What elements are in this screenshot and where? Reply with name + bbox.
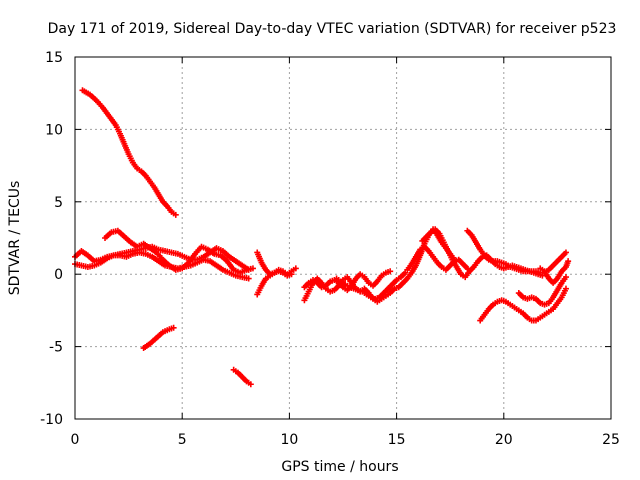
data-point bbox=[288, 271, 295, 278]
satellite-track-6 bbox=[102, 227, 256, 276]
x-axis-title: GPS time / hours bbox=[281, 459, 398, 475]
x-tick-label: 10 bbox=[280, 432, 298, 448]
data-point bbox=[292, 265, 299, 272]
data-point bbox=[172, 211, 179, 218]
satellite-track-10 bbox=[301, 268, 394, 294]
satellite-track-16 bbox=[515, 274, 569, 308]
satellite-track-1 bbox=[79, 87, 179, 218]
x-tick-label: 15 bbox=[388, 432, 406, 448]
data-points bbox=[72, 87, 572, 388]
gridlines bbox=[75, 57, 611, 419]
data-point bbox=[562, 274, 569, 281]
x-tick-label: 25 bbox=[602, 432, 620, 448]
y-tick-label: 0 bbox=[54, 267, 63, 283]
plot-frame bbox=[74, 56, 612, 420]
x-tick-label: 20 bbox=[495, 432, 513, 448]
satellite-track-11 bbox=[333, 269, 409, 302]
data-point bbox=[245, 275, 252, 282]
y-tick-label: 5 bbox=[54, 195, 63, 211]
y-axis-title: SDTVAR / TECUs bbox=[7, 181, 23, 296]
y-tick-label: 15 bbox=[45, 50, 63, 66]
satellite-track-14 bbox=[464, 227, 569, 276]
data-point bbox=[562, 285, 569, 292]
y-tick-label: -5 bbox=[49, 340, 63, 356]
satellite-track-2 bbox=[140, 324, 177, 352]
x-tick-label: 0 bbox=[71, 432, 80, 448]
satellite-track-8 bbox=[254, 268, 295, 298]
data-point bbox=[170, 324, 177, 331]
data-point bbox=[247, 381, 254, 388]
x-tick-label: 5 bbox=[178, 432, 187, 448]
y-tick-label: 10 bbox=[45, 122, 63, 138]
data-point bbox=[387, 268, 394, 275]
data-point bbox=[565, 258, 572, 265]
data-point bbox=[562, 249, 569, 256]
chart-title: Day 171 of 2019, Sidereal Day-to-day VTE… bbox=[48, 21, 617, 37]
satellite-track-3 bbox=[230, 366, 254, 388]
y-tick-label: -10 bbox=[40, 412, 63, 428]
data-point bbox=[249, 265, 256, 272]
satellite-track-17 bbox=[537, 258, 572, 286]
axis-ticks: 0 5 10 15 20 25 -10 -5 0 5 10 15 bbox=[40, 50, 620, 448]
satellite-track-15 bbox=[477, 285, 569, 324]
